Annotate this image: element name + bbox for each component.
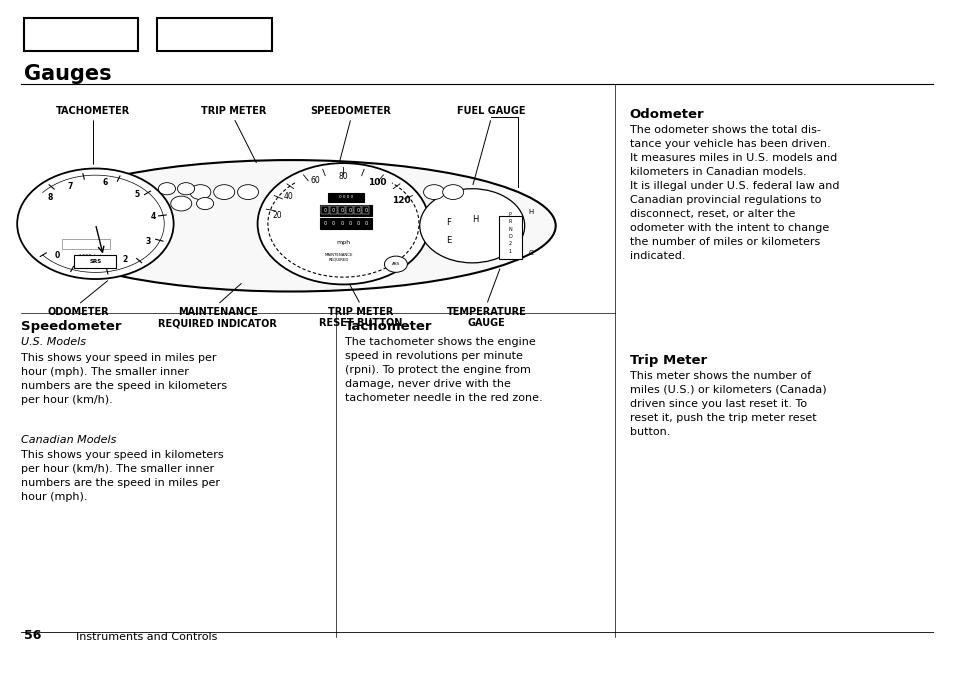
Text: TEMPERATURE
GAUGE: TEMPERATURE GAUGE [446, 307, 526, 328]
Bar [157, 18, 272, 51]
Text: D: D [508, 234, 512, 239]
Text: 0: 0 [364, 208, 367, 213]
Text: P: P [508, 212, 512, 217]
Text: 0: 0 [356, 221, 359, 226]
Text: Trip Meter: Trip Meter [629, 354, 706, 367]
Text: 5: 5 [134, 190, 139, 199]
Circle shape [196, 197, 213, 210]
Text: 3: 3 [146, 237, 151, 246]
Text: 56: 56 [24, 629, 41, 642]
Text: R: R [508, 219, 512, 224]
Text: N: N [508, 226, 512, 232]
Circle shape [171, 196, 192, 211]
Text: x1000r/min: x1000r/min [76, 253, 105, 259]
Circle shape [213, 185, 234, 200]
Bar [329, 206, 336, 214]
Text: Tachometer: Tachometer [345, 320, 433, 333]
Text: 0: 0 [364, 221, 367, 226]
Bar [321, 206, 328, 214]
Text: Canadian Models: Canadian Models [21, 435, 116, 445]
Text: 120: 120 [392, 195, 411, 205]
Text: 0: 0 [324, 221, 327, 226]
Text: This shows your speed in kilometers
per hour (km/h). The smaller inner
numbers a: This shows your speed in kilometers per … [21, 450, 223, 502]
Text: The odometer shows the total dis-
tance your vehicle has been driven.
It measure: The odometer shows the total dis- tance … [629, 125, 839, 261]
Text: 20: 20 [273, 211, 282, 220]
Text: F: F [445, 218, 451, 227]
Circle shape [237, 185, 258, 200]
Text: 2: 2 [508, 241, 512, 247]
Text: TACHOMETER: TACHOMETER [56, 106, 131, 116]
Text: 40: 40 [283, 192, 294, 201]
Text: SPEEDOMETER: SPEEDOMETER [311, 106, 391, 116]
Ellipse shape [26, 160, 555, 292]
Bar [24, 18, 138, 51]
Text: mph: mph [336, 240, 350, 245]
Bar [319, 218, 372, 229]
Text: TRIP METER
RESET BUTTON: TRIP METER RESET BUTTON [318, 307, 402, 328]
Bar [498, 216, 521, 259]
Text: 1: 1 [88, 261, 92, 270]
Text: 80: 80 [338, 172, 348, 181]
Text: SRS: SRS [90, 259, 101, 264]
Text: The tachometer shows the engine
speed in revolutions per minute
(rpni). To prote: The tachometer shows the engine speed in… [345, 337, 542, 403]
Circle shape [419, 189, 524, 263]
Bar [354, 206, 360, 214]
Text: 0: 0 [332, 221, 335, 226]
Text: Gauges: Gauges [24, 64, 112, 84]
Circle shape [177, 183, 194, 195]
Text: E: E [445, 236, 451, 245]
Text: 6: 6 [103, 179, 108, 187]
Text: 0: 0 [324, 208, 327, 213]
Text: 0: 0 [348, 221, 351, 226]
Text: H: H [528, 210, 534, 215]
Text: FUEL GAUGE: FUEL GAUGE [456, 106, 525, 116]
Bar [337, 206, 345, 214]
Circle shape [190, 185, 211, 200]
Text: 100: 100 [367, 179, 386, 187]
Text: MAINTENANCE
REQUIRED: MAINTENANCE REQUIRED [324, 253, 353, 262]
Text: 0: 0 [340, 221, 343, 226]
Bar [361, 206, 369, 214]
Text: 2: 2 [122, 255, 128, 264]
Circle shape [423, 185, 444, 200]
Bar [74, 255, 116, 268]
Bar [62, 239, 110, 249]
Text: 0 0 0 0: 0 0 0 0 [339, 195, 353, 199]
Text: C: C [529, 250, 533, 255]
Circle shape [257, 163, 429, 284]
Bar [319, 205, 372, 216]
Bar [328, 193, 364, 202]
Text: 4: 4 [151, 212, 155, 221]
Text: 0: 0 [340, 208, 343, 213]
Text: 7: 7 [68, 182, 73, 191]
Text: 8: 8 [48, 193, 53, 202]
Text: Odometer: Odometer [629, 108, 703, 121]
Circle shape [384, 256, 407, 272]
Text: 0: 0 [348, 208, 351, 213]
Circle shape [442, 185, 463, 200]
Text: ABS: ABS [392, 262, 399, 266]
Text: 0: 0 [356, 208, 359, 213]
Text: 60: 60 [310, 177, 319, 185]
Text: This meter shows the number of
miles (U.S.) or kilometers (Canada)
driven since : This meter shows the number of miles (U.… [629, 371, 825, 437]
Text: H: H [472, 214, 477, 224]
Text: MAINTENANCE
REQUIRED INDICATOR: MAINTENANCE REQUIRED INDICATOR [158, 307, 276, 328]
Text: Speedometer: Speedometer [21, 320, 121, 333]
Text: This shows your speed in miles per
hour (mph). The smaller inner
numbers are the: This shows your speed in miles per hour … [21, 353, 227, 404]
Text: TRIP METER: TRIP METER [201, 106, 266, 116]
Text: ODOMETER: ODOMETER [48, 307, 109, 317]
Circle shape [17, 168, 173, 279]
Circle shape [158, 183, 175, 195]
Text: U.S. Models: U.S. Models [21, 337, 86, 347]
Text: Instruments and Controls: Instruments and Controls [76, 632, 217, 642]
Bar [345, 206, 353, 214]
Text: 0: 0 [332, 208, 335, 213]
Text: 1: 1 [508, 249, 512, 254]
Text: 0: 0 [55, 251, 60, 260]
